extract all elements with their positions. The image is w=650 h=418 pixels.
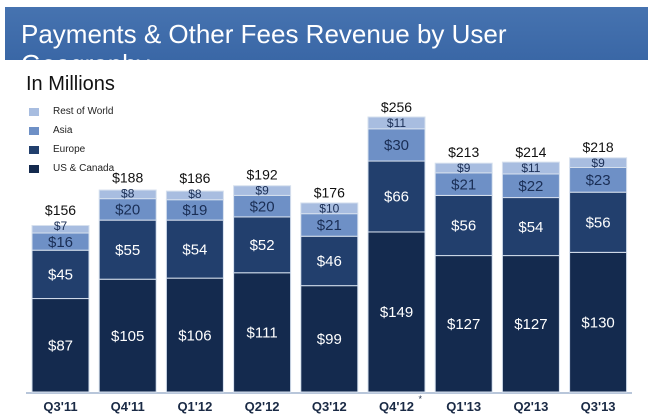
total-label: $218	[583, 139, 614, 155]
data-label: $20	[250, 198, 275, 215]
bar-segment-us-canada	[434, 255, 493, 393]
legend-item-europe: Europe	[29, 144, 85, 155]
x-tick-label: Q1'13	[446, 399, 481, 414]
legend-item-asia: Asia	[29, 125, 72, 136]
x-tick-label: Q2'12	[245, 399, 280, 414]
data-label: $9	[457, 161, 471, 175]
data-label: $111	[247, 325, 278, 342]
x-tick-label: Q4'11	[111, 399, 145, 414]
title-banner: Payments & Other Fees Revenue by User Ge…	[5, 7, 648, 79]
bar-segment-rest-of-world	[165, 190, 224, 201]
bar-segment-europe	[434, 194, 493, 257]
legend-swatch	[29, 107, 39, 116]
data-label: $106	[178, 327, 211, 344]
data-label: $54	[518, 219, 543, 236]
legend-swatch	[29, 126, 39, 135]
data-label: $16	[48, 234, 73, 251]
data-label: $21	[317, 217, 342, 234]
data-label: $87	[48, 338, 73, 355]
bar-segment-europe	[165, 219, 224, 279]
bar-segment-us-canada	[31, 298, 90, 393]
bar-segment-rest-of-world	[501, 161, 560, 175]
bar-segment-europe	[31, 249, 90, 300]
bar-segment-rest-of-world	[300, 202, 359, 215]
legend-swatch	[29, 164, 39, 173]
total-label: $214	[515, 144, 546, 160]
data-label: $30	[384, 137, 409, 154]
bar-segment-us-canada	[98, 278, 157, 393]
data-label: $7	[54, 219, 68, 233]
data-label: $127	[447, 316, 480, 333]
bar-segment-rest-of-world	[31, 224, 90, 234]
x-tick-label: Q2'13	[513, 399, 548, 414]
bar-segment-asia	[569, 166, 628, 193]
data-label: $54	[182, 241, 207, 258]
total-label: $176	[314, 185, 345, 201]
bar-segment-us-canada	[569, 251, 628, 393]
data-label: $105	[111, 328, 144, 345]
bar-segment-europe	[98, 219, 157, 280]
data-label: $99	[317, 331, 342, 348]
legend-label: Asia	[53, 125, 73, 136]
legend-label: Europe	[53, 144, 86, 155]
data-label: $56	[451, 218, 476, 235]
data-label: $46	[317, 253, 342, 270]
data-label: $56	[586, 215, 611, 232]
data-label: $11	[387, 116, 406, 130]
legend-swatch	[29, 145, 39, 154]
total-label: $156	[45, 202, 76, 218]
data-label: $9	[255, 183, 269, 197]
bar-segment-rest-of-world	[367, 116, 426, 130]
data-label: $45	[48, 267, 73, 284]
bar-segment-rest-of-world	[98, 189, 157, 200]
data-label: $130	[581, 314, 614, 331]
legend-label: US & Canada	[53, 163, 115, 174]
data-label: $8	[121, 187, 135, 201]
chart-subtitle: In Millions	[26, 73, 115, 95]
bar-segment-us-canada	[501, 255, 560, 393]
x-tick-label: Q3'13	[581, 399, 616, 414]
data-label: $52	[250, 237, 275, 254]
bar-segment-europe	[501, 197, 560, 257]
data-label: $66	[384, 189, 409, 206]
bar-segment-rest-of-world	[233, 185, 292, 196]
total-label: $213	[448, 144, 479, 160]
data-label: $22	[518, 178, 543, 195]
data-label: $55	[115, 242, 140, 259]
bar-segment-rest-of-world	[434, 162, 493, 174]
bar-segment-rest-of-world	[569, 157, 628, 168]
data-label: $19	[182, 202, 207, 219]
total-label: $192	[247, 166, 278, 182]
footnote-marker: *	[419, 394, 423, 404]
x-tick-label: Q3'11	[43, 399, 77, 414]
bar-segment-europe	[569, 191, 628, 253]
data-label: $20	[115, 202, 140, 219]
x-tick-label: Q4'12	[379, 399, 414, 414]
total-label: $186	[179, 170, 210, 186]
legend-item-us-canada: US & Canada	[29, 163, 114, 174]
bar-segment-us-canada	[300, 285, 359, 393]
x-tick-label: Q1'12	[177, 399, 212, 414]
bar-segment-us-canada	[233, 272, 292, 393]
data-label: $9	[591, 156, 605, 170]
data-label: $10	[319, 202, 339, 216]
legend-label: Rest of World	[53, 106, 114, 117]
legend-item-rest-of-world: Rest of World	[29, 106, 113, 117]
data-label: $11	[521, 161, 540, 175]
data-label: $21	[451, 176, 476, 193]
bar-segment-europe	[233, 216, 292, 274]
data-label: $149	[380, 304, 413, 321]
total-label: $188	[112, 170, 143, 186]
data-label: $8	[188, 187, 202, 201]
bar-segment-us-canada	[367, 231, 426, 393]
bar-segment-europe	[367, 160, 426, 233]
total-label: $256	[381, 99, 412, 115]
bar-segment-europe	[300, 235, 359, 287]
chart-title: Payments & Other Fees Revenue by User Ge…	[21, 19, 507, 79]
data-label: $127	[514, 316, 547, 333]
x-tick-label: Q3'12	[312, 399, 347, 414]
data-label: $23	[586, 172, 611, 189]
